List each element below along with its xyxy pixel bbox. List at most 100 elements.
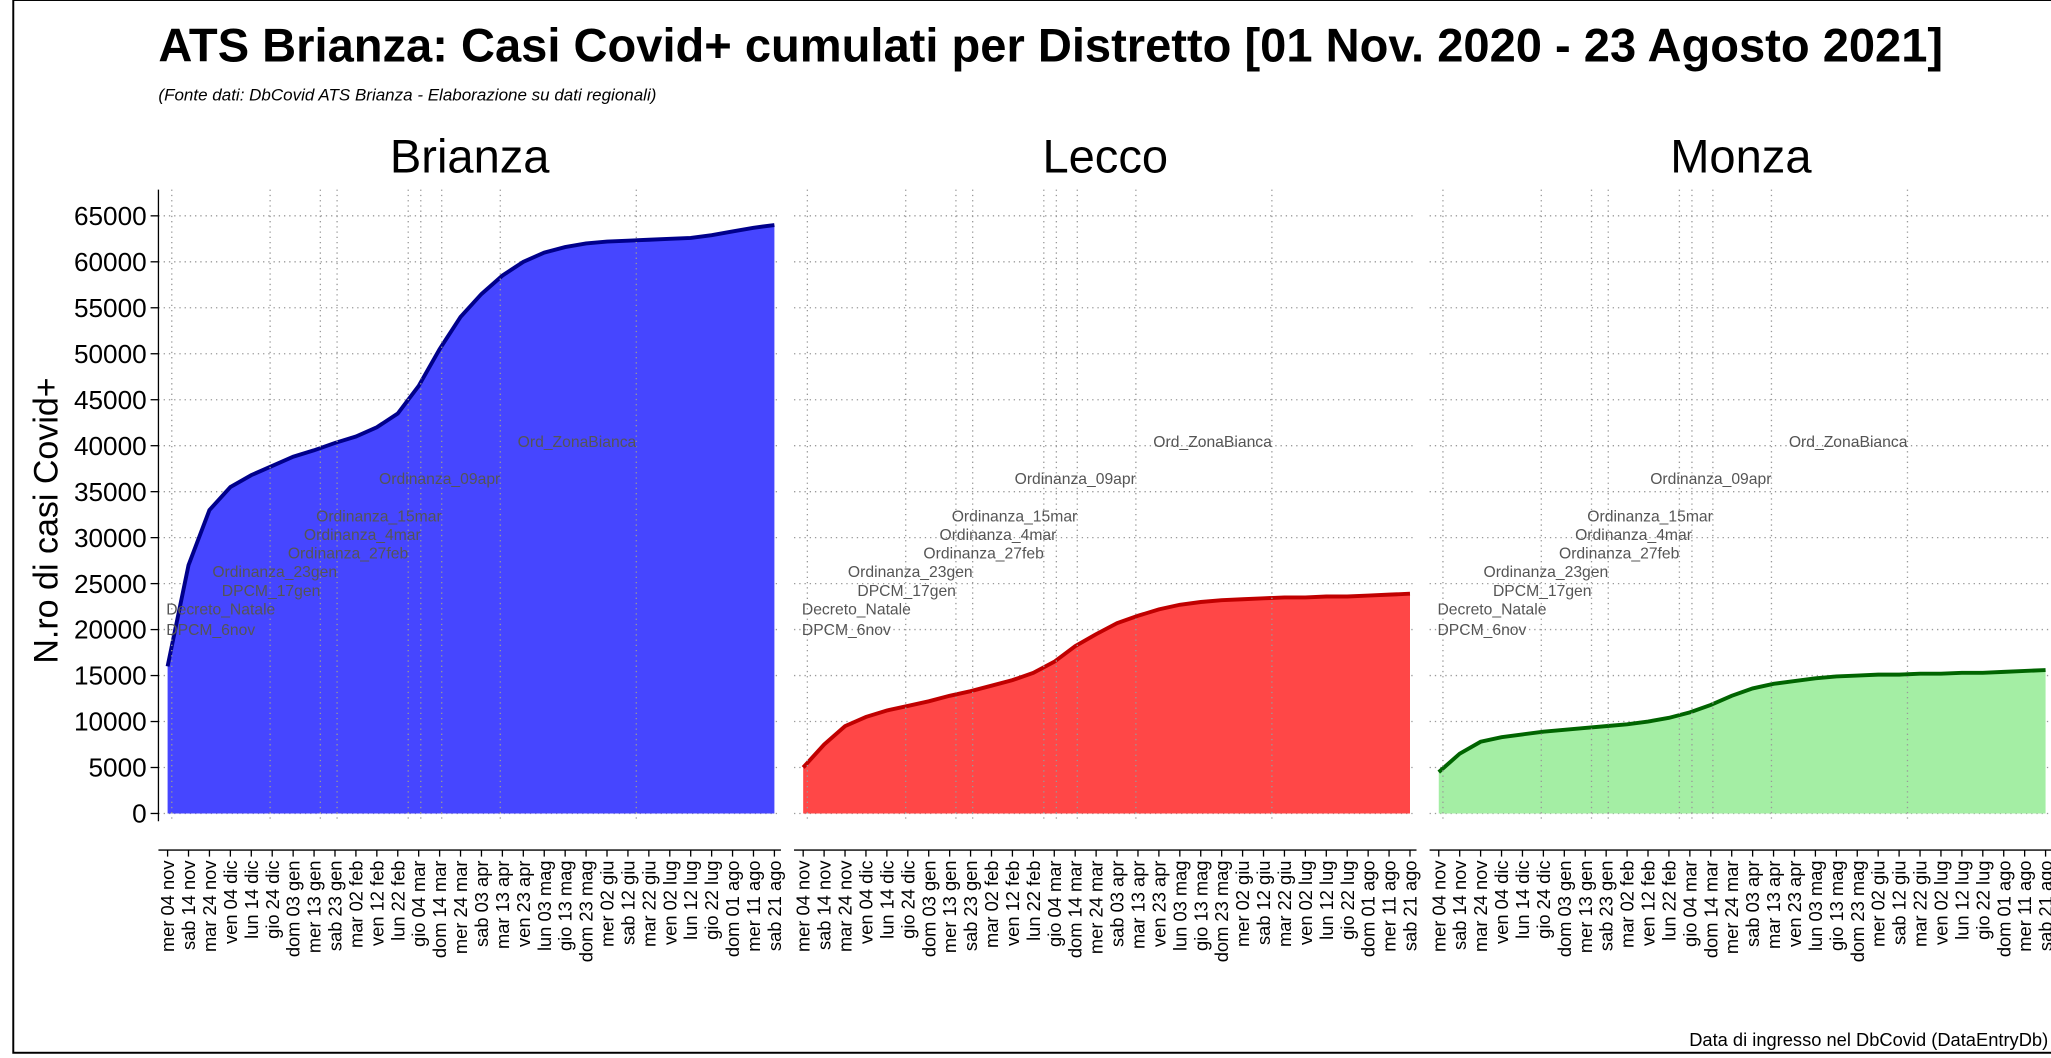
chart-subtitle: (Fonte dati: DbCovid ATS Brianza - Elabo… <box>158 86 656 105</box>
x-tick-label: dom 23 mag <box>576 861 597 963</box>
x-tick-label: lun 03 mag <box>1805 861 1826 952</box>
event-label: Ordinanza_15mar <box>1587 509 1713 526</box>
x-tick-label: gio 04 mar <box>1679 861 1700 947</box>
x-tick-label: gio 22 lug <box>1337 861 1358 940</box>
panel-title: Monza <box>1670 130 1812 183</box>
y-tick-label: 0 <box>132 799 147 829</box>
area-line <box>165 223 775 667</box>
x-tick-label: mar 02 feb <box>981 861 1002 948</box>
x-tick-label: ven 12 feb <box>1638 861 1659 946</box>
x-tick-label: gio 04 mar <box>408 861 429 947</box>
y-axis-label: N.ro di casi Covid+ <box>28 377 66 663</box>
event-label: Ordinanza_23gen <box>212 564 337 581</box>
x-tick-label: sab 23 gen <box>325 861 346 952</box>
x-tick-label: lun 14 dic <box>876 861 897 939</box>
x-tick-label: sab 23 gen <box>1596 861 1617 952</box>
x-tick-label: mer 11 ago <box>2014 861 2035 952</box>
plot-area <box>801 591 1411 814</box>
x-tick-label: gio 13 mag <box>555 861 576 952</box>
x-tick-label: lun 22 feb <box>1658 861 1679 941</box>
x-tick-label: mar 02 feb <box>345 861 366 948</box>
event-label: DPCM_17gen <box>222 583 321 600</box>
x-tick-label: ven 23 apr <box>1148 861 1169 947</box>
event-label: DPCM_6nov <box>1437 622 1526 639</box>
x-tick-label: mer 02 giu <box>1868 861 1889 947</box>
y-tick-label: 40000 <box>74 431 147 461</box>
x-tick-label: mer 11 ago <box>743 861 764 952</box>
x-tick-label: dom 03 gen <box>918 861 939 958</box>
x-tick-label: ven 12 feb <box>1002 861 1023 946</box>
area <box>167 225 775 814</box>
frame <box>12 0 2051 1054</box>
x-tick-label: mar 24 nov <box>835 860 856 952</box>
x-tick-label: lun 22 feb <box>387 861 408 941</box>
event-label: Ordinanza_15mar <box>952 509 1078 526</box>
x-tick-label: ven 02 lug <box>1295 861 1316 945</box>
x-tick-label: dom 23 mag <box>1211 861 1232 963</box>
y-tick-label: 55000 <box>74 293 147 323</box>
event-label: DPCM_6nov <box>802 622 891 639</box>
x-tick-label: sab 14 nov <box>814 860 835 950</box>
x-tick-label: mer 13 gen <box>939 861 960 954</box>
event-label: Ordinanza_23gen <box>1484 564 1609 581</box>
event-label: Ordinanza_15mar <box>316 509 442 526</box>
x-tick-label: ven 04 dic <box>220 861 241 944</box>
x-tick-label: dom 01 ago <box>722 861 743 958</box>
x-tick-label: gio 24 dic <box>897 861 918 939</box>
x-tick-label: mer 13 gen <box>304 861 325 954</box>
x-tick-label: dom 14 mar <box>1700 861 1721 959</box>
x-tick-label: mer 04 nov <box>157 860 178 952</box>
x-tick-label: sab 12 giu <box>1253 861 1274 945</box>
x-tick-label: dom 01 ago <box>1993 861 2014 958</box>
x-tick-label: sab 21 ago <box>1400 861 1421 952</box>
x-tick-label: lun 14 dic <box>241 861 262 939</box>
event-label: DPCM_17gen <box>857 583 956 600</box>
event-label: Ordinanza_09apr <box>1015 471 1136 488</box>
x-tick-label: mer 04 nov <box>793 860 814 952</box>
x-tick-label: mer 24 mar <box>450 861 471 955</box>
x-tick-label: sab 03 apr <box>1107 861 1128 947</box>
y-tick-label: 30000 <box>74 523 147 553</box>
y-tick-label: 5000 <box>89 753 147 783</box>
x-tick-label: lun 12 lug <box>1316 861 1337 940</box>
event-label: Ord_ZonaBianca <box>1153 434 1272 451</box>
x-tick-label: lun 12 lug <box>680 861 701 940</box>
y-tick-label: 45000 <box>74 385 147 415</box>
x-tick-label: sab 23 gen <box>960 861 981 952</box>
event-label: DPCM_6nov <box>166 622 255 639</box>
x-tick-label: dom 14 mar <box>429 861 450 959</box>
event-label: DPCM_17gen <box>1493 583 1592 600</box>
x-tick-label: sab 03 apr <box>471 861 492 947</box>
x-tick-label: lun 14 dic <box>1512 861 1533 939</box>
x-tick-label: sab 03 apr <box>1742 861 1763 947</box>
x-tick-label: mer 13 gen <box>1575 861 1596 954</box>
chart-title: ATS Brianza: Casi Covid+ cumulati per Di… <box>158 18 1943 71</box>
event-label: Ordinanza_09apr <box>1650 471 1771 488</box>
event-label: Ordinanza_4mar <box>1575 527 1692 544</box>
event-label: Decreto_Natale <box>166 602 275 619</box>
x-tick-label: gio 22 lug <box>1972 861 1993 940</box>
x-tick-label: mer 11 ago <box>1379 861 1400 952</box>
x-tick-label: gio 13 mag <box>1190 861 1211 952</box>
event-label: Ord_ZonaBianca <box>518 434 637 451</box>
y-tick-label: 25000 <box>74 569 147 599</box>
panel-title: Brianza <box>390 130 550 183</box>
x-tick-label: ven 12 feb <box>366 861 387 946</box>
y-tick-label: 15000 <box>74 661 147 691</box>
x-tick-label: dom 03 gen <box>283 861 304 958</box>
x-tick-label: mar 13 apr <box>1763 861 1784 949</box>
y-tick-label: 65000 <box>74 201 147 231</box>
x-tick-label: dom 03 gen <box>1554 861 1575 958</box>
x-tick-label: mar 02 feb <box>1617 861 1638 948</box>
x-tick-label: mar 24 nov <box>1470 860 1491 952</box>
x-tick-label: sab 21 ago <box>2035 861 2051 952</box>
x-tick-label: mar 22 giu <box>1910 861 1931 947</box>
y-tick-label: 35000 <box>74 477 147 507</box>
x-tick-label: ven 02 lug <box>1930 861 1951 945</box>
x-tick-label: mar 22 giu <box>638 861 659 947</box>
x-tick-label: ven 02 lug <box>659 861 680 945</box>
x-tick-label: mar 24 nov <box>199 860 220 952</box>
x-tick-label: mer 02 giu <box>1232 861 1253 947</box>
plot-area <box>1437 668 2046 814</box>
